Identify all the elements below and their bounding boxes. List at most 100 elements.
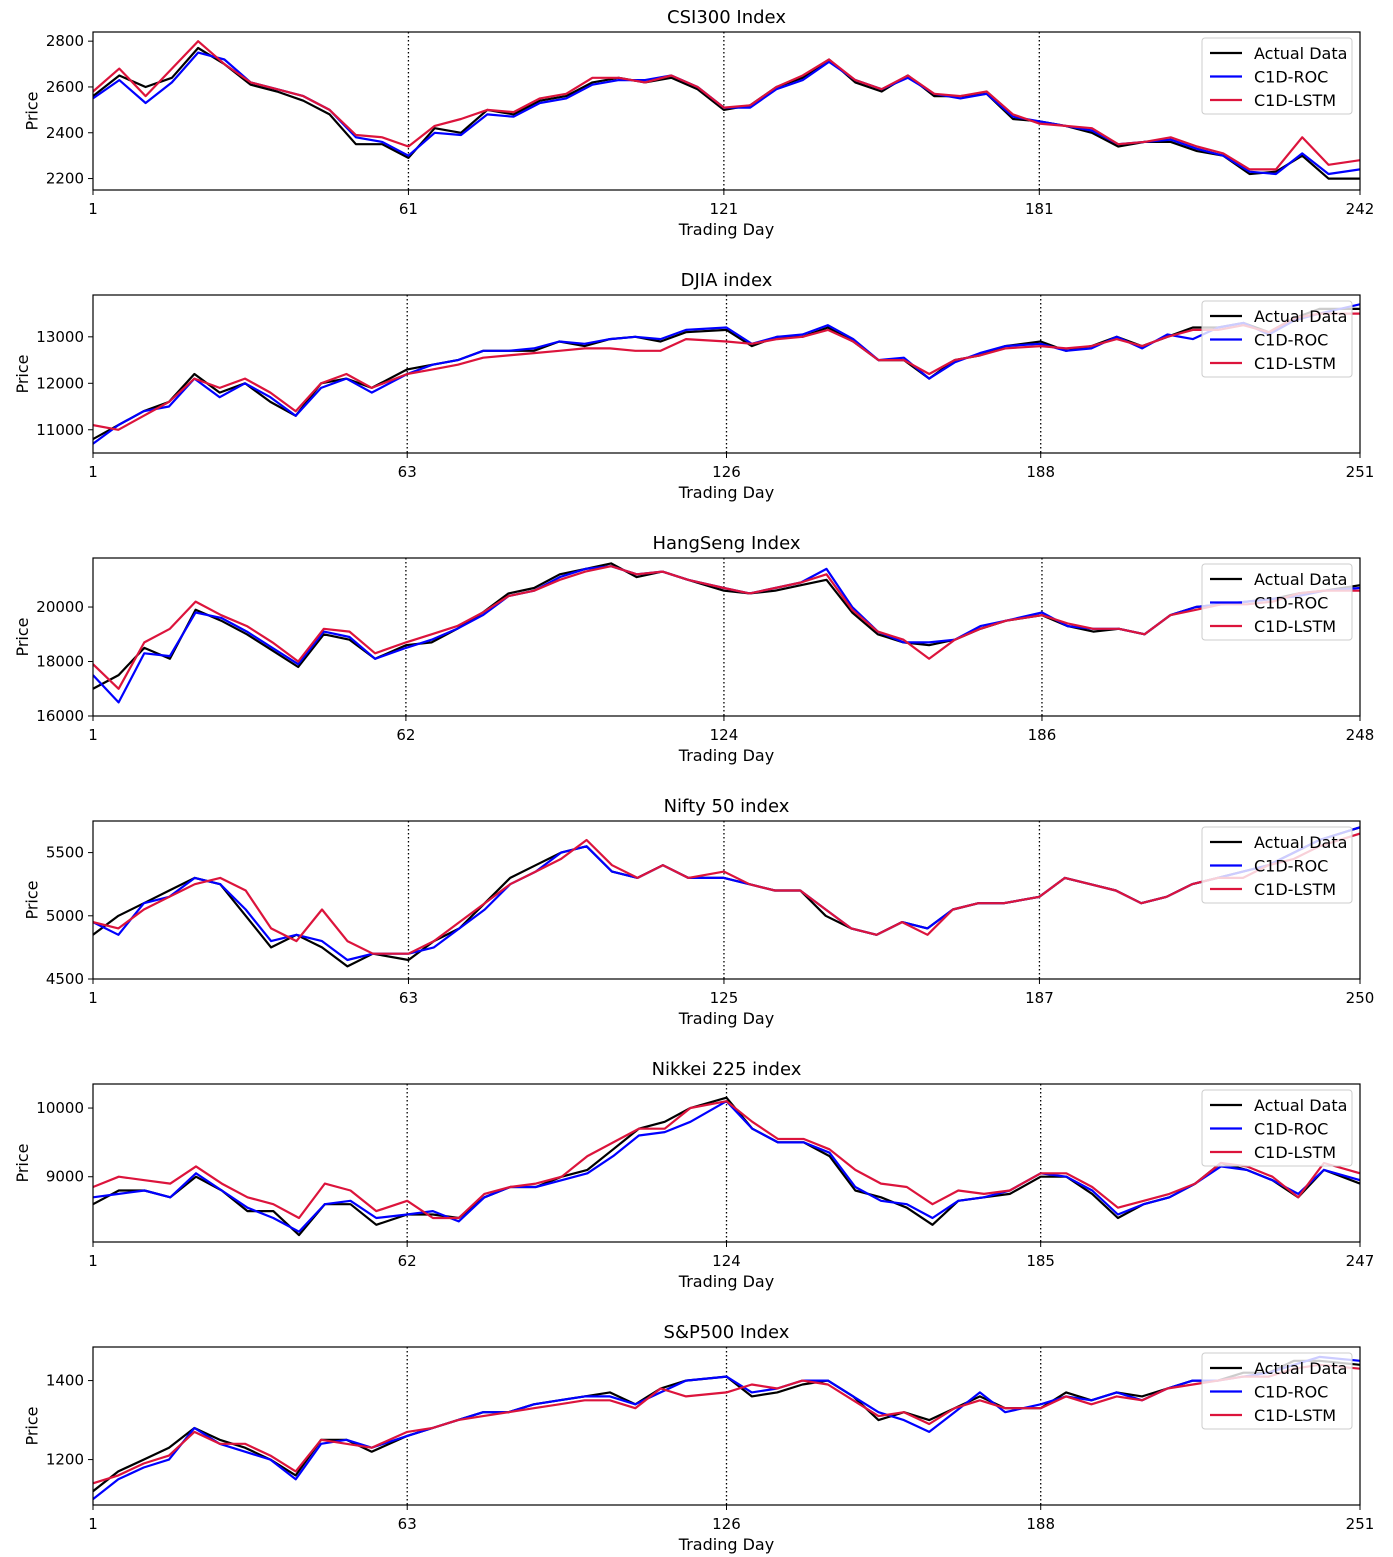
- legend-label: C1D-ROC: [1254, 1383, 1328, 1402]
- legend-label: Actual Data: [1254, 1359, 1347, 1378]
- x-tick-label: 124: [712, 1252, 741, 1270]
- legend: Actual Data C1D-ROC C1D-LSTM: [1201, 563, 1353, 641]
- x-tick-label: 186: [1028, 726, 1057, 744]
- series-line-actual-data: [93, 562, 1360, 690]
- legend-label: C1D-LSTM: [1254, 354, 1336, 373]
- legend-label: C1D-ROC: [1254, 1120, 1328, 1139]
- chart-title: Nikkei 225 index: [652, 1059, 802, 1080]
- legend-box: [1201, 300, 1353, 378]
- legend-label: C1D-ROC: [1254, 331, 1328, 350]
- chart-panel-3: HangSeng Index 1 62 124 186 248 16000 18000 2000…: [13, 533, 1374, 765]
- axes-frame: [92, 557, 1361, 717]
- series-line-c1d-lstm: [93, 312, 1360, 431]
- x-axis-label: Trading Day: [678, 220, 774, 239]
- x-tick-label: 251: [1346, 463, 1375, 481]
- legend-box: [1201, 1352, 1353, 1430]
- x-tick-label: 125: [710, 989, 739, 1007]
- legend-box: [1201, 563, 1353, 641]
- x-tick-label: 247: [1346, 1252, 1375, 1270]
- y-tick-label: 10000: [36, 1099, 84, 1117]
- x-axis-label: Trading Day: [678, 1272, 774, 1291]
- y-tick-label: 12000: [36, 374, 84, 392]
- legend-box: [1201, 1089, 1353, 1167]
- y-tick-label: 5500: [46, 844, 84, 862]
- series-line-c1d-lstm: [93, 832, 1360, 955]
- legend-label: Actual Data: [1254, 570, 1347, 589]
- legend-box: [1201, 826, 1353, 904]
- series-line-c1d-roc: [93, 565, 1360, 704]
- y-tick-label: 5000: [46, 907, 84, 925]
- legend-label: Actual Data: [1254, 307, 1347, 326]
- legend-label: C1D-LSTM: [1254, 1406, 1336, 1425]
- axes-frame: [92, 1083, 1361, 1243]
- legend: Actual Data C1D-ROC C1D-LSTM: [1201, 1352, 1353, 1430]
- series-line-actual-data: [93, 1096, 1360, 1237]
- legend-label: C1D-LSTM: [1254, 1143, 1336, 1162]
- y-axis-label: Price: [22, 91, 41, 130]
- series-line-actual-data: [93, 826, 1360, 968]
- series-line-c1d-roc: [93, 826, 1360, 962]
- series-line-c1d-roc: [93, 51, 1360, 176]
- y-tick-label: 1200: [46, 1451, 84, 1469]
- x-axis-label: Trading Day: [678, 483, 774, 502]
- x-tick-label: 250: [1346, 989, 1375, 1007]
- x-tick-label: 242: [1346, 200, 1375, 218]
- series-line-c1d-roc: [93, 303, 1360, 445]
- x-axis-label: Trading Day: [678, 1535, 774, 1554]
- y-axis-label: Price: [13, 354, 32, 393]
- legend-label: C1D-ROC: [1254, 594, 1328, 613]
- chart-panel-5: Nikkei 225 index 1 62 124 185 247 9000 10000 Tra…: [13, 1059, 1374, 1291]
- x-tick-label: 61: [399, 200, 418, 218]
- series-line-c1d-lstm: [93, 40, 1360, 171]
- y-tick-label: 2600: [46, 78, 84, 96]
- chart-title: DJIA index: [681, 270, 773, 291]
- x-tick-label: 187: [1025, 989, 1054, 1007]
- chart-panel-6: S&P500 Index 1 63 126 188 251 1200 1400 Trading …: [22, 1322, 1374, 1554]
- x-tick-label: 63: [398, 463, 417, 481]
- chart-title: HangSeng Index: [652, 533, 800, 554]
- x-tick-label: 1: [88, 989, 98, 1007]
- x-tick-label: 251: [1346, 1515, 1375, 1533]
- series-group: [93, 826, 1360, 968]
- series-line-c1d-lstm: [93, 1363, 1360, 1485]
- x-tick-label: 63: [399, 989, 418, 1007]
- x-axis-label: Trading Day: [678, 746, 774, 765]
- chart-title: S&P500 Index: [664, 1322, 790, 1343]
- legend: Actual Data C1D-ROC C1D-LSTM: [1201, 1089, 1353, 1167]
- legend-label: C1D-LSTM: [1254, 880, 1336, 899]
- legend: Actual Data C1D-ROC C1D-LSTM: [1201, 300, 1353, 378]
- y-tick-label: 2200: [46, 170, 84, 188]
- y-tick-label: 11000: [36, 421, 84, 439]
- y-tick-label: 13000: [36, 328, 84, 346]
- legend-label: Actual Data: [1254, 1096, 1347, 1115]
- axes-frame: [92, 31, 1361, 191]
- y-axis-label: Price: [22, 1406, 41, 1445]
- legend-label: C1D-LSTM: [1254, 617, 1336, 636]
- chart-panel-2: DJIA index 1 63 126 188 251 11000 12000 13000 Tra…: [13, 270, 1374, 502]
- x-tick-label: 121: [710, 200, 739, 218]
- chart-title: CSI300 Index: [667, 7, 786, 28]
- x-tick-label: 1: [88, 1252, 98, 1270]
- y-tick-label: 20000: [36, 598, 84, 616]
- x-tick-label: 62: [396, 726, 415, 744]
- x-tick-label: 1: [88, 463, 98, 481]
- legend-box: [1201, 37, 1353, 115]
- series-group: [93, 303, 1360, 445]
- axes-frame: [92, 820, 1361, 980]
- x-tick-label: 124: [710, 726, 739, 744]
- x-tick-label: 181: [1025, 200, 1054, 218]
- series-group: [93, 1096, 1360, 1237]
- legend: Actual Data C1D-ROC C1D-LSTM: [1201, 826, 1353, 904]
- axes-frame: [92, 294, 1361, 454]
- chart-panel-1: CSI300 Index 1 61 121 181 242 2200 2400 2600 2800…: [22, 7, 1374, 239]
- legend-label: C1D-ROC: [1254, 68, 1328, 87]
- x-tick-label: 188: [1026, 463, 1055, 481]
- x-tick-label: 188: [1026, 1515, 1055, 1533]
- chart-panel-4: Nifty 50 index 1 63 125 187 250 4500 5000 5500 Tr…: [22, 796, 1374, 1028]
- series-line-actual-data: [93, 46, 1360, 180]
- x-tick-label: 1: [88, 200, 98, 218]
- chart-title: Nifty 50 index: [664, 796, 790, 817]
- y-tick-label: 4500: [46, 970, 84, 988]
- y-tick-label: 16000: [36, 707, 84, 725]
